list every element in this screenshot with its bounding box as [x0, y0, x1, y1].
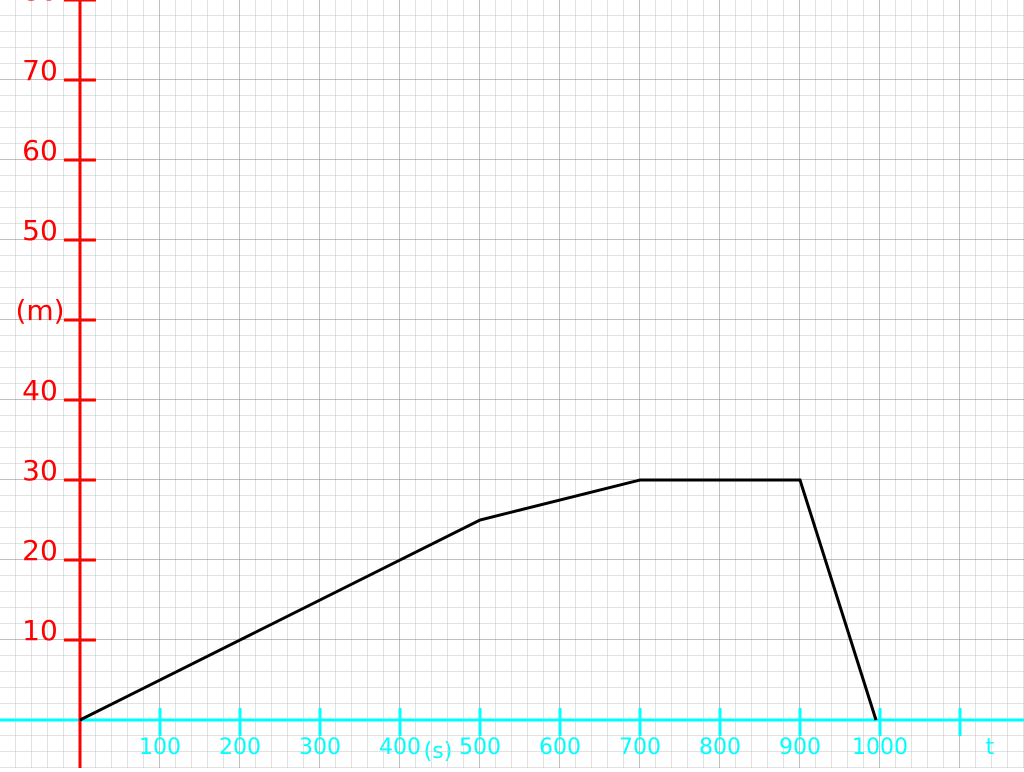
x-tick-label: 800 — [699, 735, 741, 760]
x-tick-label: 700 — [619, 735, 661, 760]
line — [79, 478, 878, 722]
y-tick-label: 30 — [22, 454, 58, 487]
x-tick-label: 300 — [299, 735, 341, 760]
y-tick-label: 40 — [22, 374, 58, 407]
y-tick-label: 80 — [22, 0, 58, 7]
y-tick-label: 50 — [22, 214, 58, 247]
x-tick-label: 200 — [219, 735, 261, 760]
y-tick-label: 20 — [22, 534, 58, 567]
y-tick-label: 70 — [22, 54, 58, 87]
x-tick-label: 600 — [539, 735, 581, 760]
x-tick-label: 1000 — [852, 735, 908, 760]
y-tick-label: (m) — [15, 294, 64, 327]
y-tick-label: 60 — [22, 134, 58, 167]
x-tick-label: 500 — [459, 735, 501, 760]
x-tick-label: 400 — [379, 735, 421, 760]
x-tick-label: t — [986, 735, 995, 760]
x-tick-label: 100 — [139, 735, 181, 760]
x-tick-label: 900 — [779, 735, 821, 760]
y-tick-label: 10 — [22, 614, 58, 647]
